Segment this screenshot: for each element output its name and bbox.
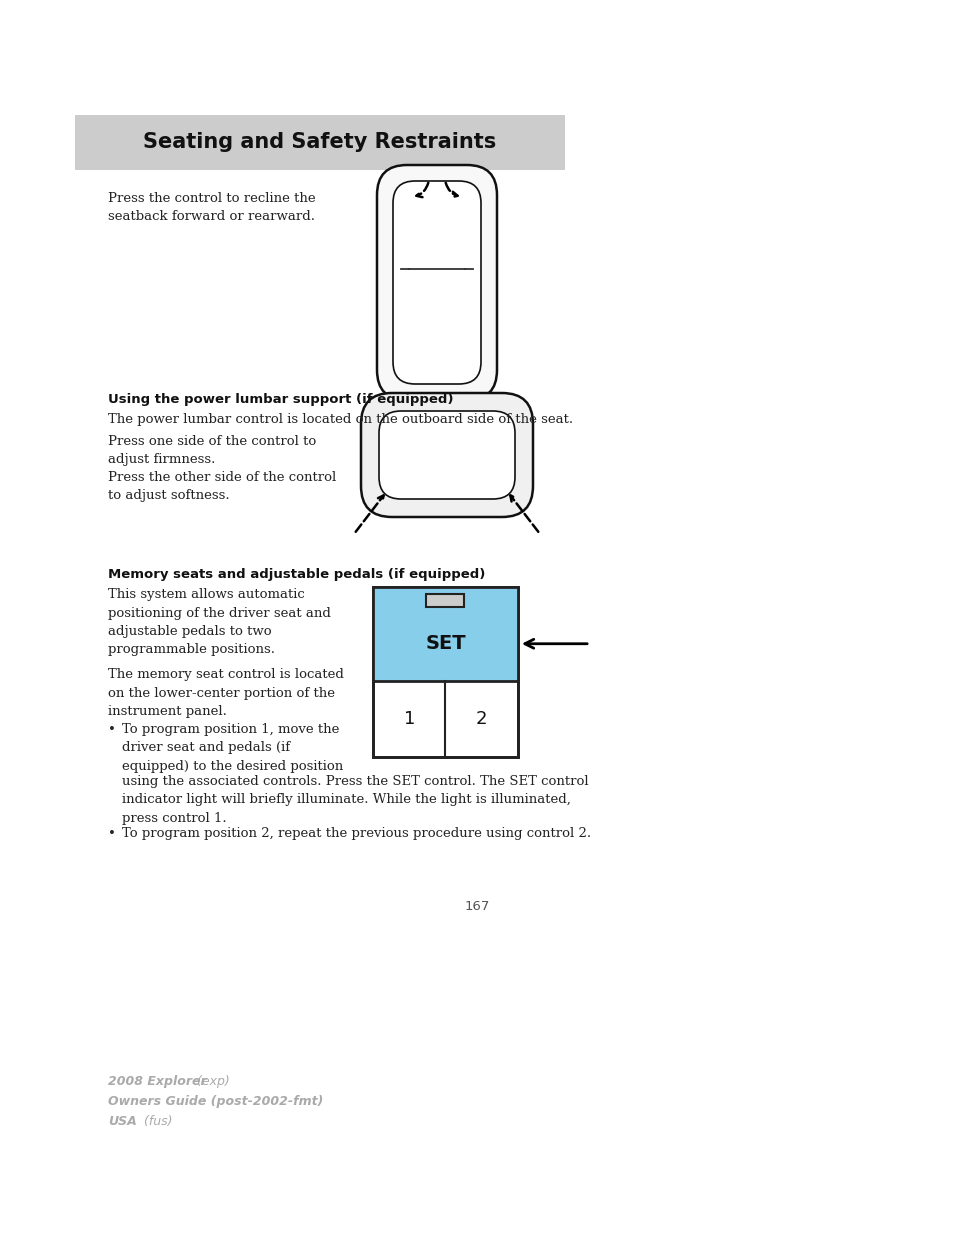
Text: To program position 2, repeat the previous procedure using control 2.: To program position 2, repeat the previo… [122, 827, 591, 840]
Text: Owners Guide (post-2002-fmt): Owners Guide (post-2002-fmt) [108, 1095, 323, 1108]
Text: Memory seats and adjustable pedals (if equipped): Memory seats and adjustable pedals (if e… [108, 568, 485, 580]
Bar [373, 587, 517, 757]
Text: Press one side of the control to
adjust firmness.: Press one side of the control to adjust … [108, 435, 315, 467]
FancyBboxPatch shape [376, 165, 497, 400]
Bar [373, 587, 517, 680]
Text: This system allows automatic
positioning of the driver seat and
adjustable pedal: This system allows automatic positioning… [108, 588, 331, 657]
Text: The memory seat control is located
on the lower-center portion of the
instrument: The memory seat control is located on th… [108, 668, 343, 718]
FancyBboxPatch shape [393, 182, 480, 384]
Text: To program position 1, move the
driver seat and pedals (if
equipped) to the desi: To program position 1, move the driver s… [122, 722, 343, 773]
Text: SET: SET [425, 635, 465, 653]
Text: Using the power lumbar support (if equipped): Using the power lumbar support (if equip… [108, 393, 453, 406]
Text: 2008 Explorer: 2008 Explorer [108, 1074, 207, 1088]
Text: Press the other side of the control
to adjust softness.: Press the other side of the control to a… [108, 471, 335, 503]
Text: USA: USA [108, 1115, 136, 1128]
Text: Seating and Safety Restraints: Seating and Safety Restraints [143, 132, 497, 152]
Text: 1: 1 [403, 710, 415, 727]
FancyBboxPatch shape [360, 393, 533, 517]
Text: •: • [108, 722, 115, 736]
Text: using the associated controls. Press the SET control. The SET control
indicator : using the associated controls. Press the… [122, 776, 588, 825]
Text: Press the control to recline the
seatback forward or rearward.: Press the control to recline the seatbac… [108, 191, 315, 224]
Text: •: • [108, 827, 115, 840]
Text: (exp): (exp) [193, 1074, 230, 1088]
Text: 2: 2 [476, 710, 487, 727]
Text: The power lumbar control is located on the outboard side of the seat.: The power lumbar control is located on t… [108, 412, 573, 426]
Bar [426, 594, 464, 606]
Text: 167: 167 [464, 900, 489, 913]
Text: (fus): (fus) [140, 1115, 172, 1128]
FancyBboxPatch shape [378, 411, 515, 499]
Bar [373, 587, 517, 757]
Bar [75, 115, 564, 170]
